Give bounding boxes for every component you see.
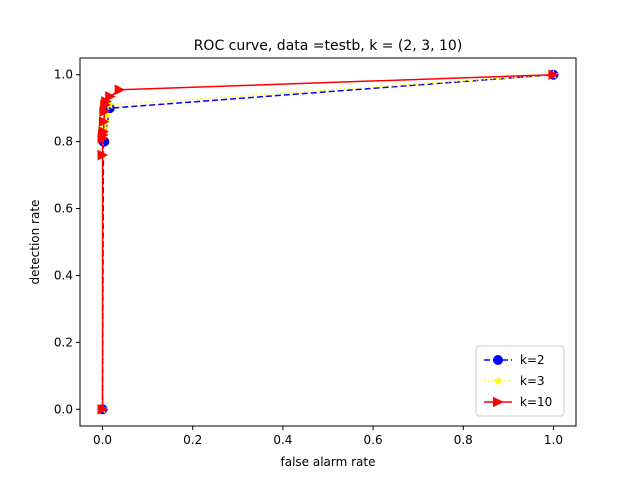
- plot-area: [79, 57, 577, 427]
- y-axis: 0.0 0.2 0.4 0.6 0.8 1.0: [54, 68, 80, 416]
- x-axis: 0.0 0.2 0.4 0.6 0.8 1.0: [93, 426, 563, 447]
- legend: k=2 k=3 k=10: [475, 345, 565, 417]
- chart-title: ROC curve, data =testb, k = (2, 3, 10): [194, 38, 463, 54]
- series-k=10: [97, 69, 560, 415]
- y-axis-label: detection rate: [28, 200, 42, 285]
- data-point: [99, 106, 110, 117]
- x-tick-label: 0.2: [183, 433, 202, 447]
- legend-item: k=2: [484, 353, 545, 367]
- y-tick-label: 1.0: [54, 68, 73, 82]
- x-tick-label: 0.8: [454, 433, 473, 447]
- y-tick-label: 0.6: [54, 202, 73, 216]
- x-axis-label: false alarm rate: [280, 455, 375, 469]
- legend-marker: [493, 375, 503, 386]
- legend-label: k=2: [520, 353, 545, 367]
- series-layer: [97, 69, 560, 415]
- y-tick-label: 0.4: [54, 268, 73, 282]
- x-tick-label: 0.4: [273, 433, 292, 447]
- data-point: [97, 403, 109, 415]
- y-tick-label: 0.0: [54, 402, 73, 416]
- x-tick-label: 0.0: [93, 433, 112, 447]
- y-tick-label: 0.2: [54, 335, 73, 349]
- data-point: [105, 91, 116, 102]
- legend-item: k=10: [484, 395, 552, 409]
- legend-item: k=3: [484, 374, 545, 388]
- data-point: [98, 126, 110, 137]
- y-tick-label: 0.8: [54, 135, 73, 149]
- series-line: [101, 73, 554, 410]
- data-point: [97, 149, 109, 161]
- data-point: [548, 69, 560, 81]
- legend-label: k=10: [520, 395, 552, 409]
- x-tick-label: 0.6: [364, 433, 383, 447]
- data-point: [98, 116, 110, 127]
- legend-label: k=3: [520, 374, 545, 388]
- legend-marker: [493, 396, 504, 408]
- plot-frame: [79, 57, 577, 427]
- x-tick-label: 1.0: [544, 433, 563, 447]
- data-point: [114, 84, 126, 96]
- legend-marker: [493, 355, 503, 365]
